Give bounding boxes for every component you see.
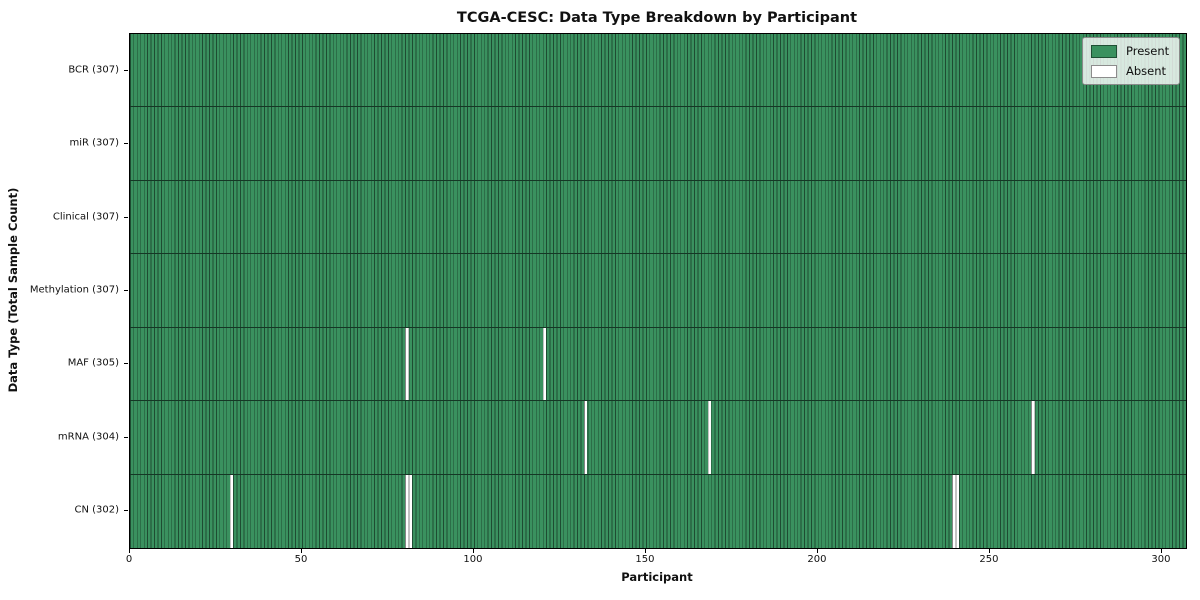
y-tick-mark bbox=[124, 290, 128, 291]
legend: Present Absent bbox=[1082, 37, 1181, 85]
y-axis-title: Data Type (Total Sample Count) bbox=[6, 187, 20, 393]
heatmap-row-miR bbox=[130, 107, 1186, 181]
absent-cell bbox=[952, 474, 956, 548]
x-tick-mark bbox=[1160, 548, 1162, 553]
x-tick-label: 150 bbox=[635, 554, 655, 565]
absent-cell bbox=[707, 401, 712, 474]
y-tick-mark bbox=[124, 510, 128, 512]
x-tick-label: 0 bbox=[125, 554, 133, 565]
heatmap-plot bbox=[129, 33, 1187, 549]
heatmap-row-BCR bbox=[130, 34, 1186, 108]
x-tick-label: 300 bbox=[1151, 554, 1171, 565]
x-tick-label: 100 bbox=[463, 554, 483, 565]
y-tick-label: Clinical (307) bbox=[52, 211, 119, 223]
y-tick-mark bbox=[124, 436, 128, 438]
y-tick-label: MAF (305) bbox=[67, 357, 119, 369]
legend-label-absent: Absent bbox=[1126, 64, 1167, 78]
x-tick-label: 50 bbox=[294, 554, 308, 565]
absent-cell bbox=[405, 474, 409, 548]
x-tick-mark bbox=[644, 548, 646, 553]
x-axis-title: Participant bbox=[621, 570, 693, 584]
x-tick-mark bbox=[129, 548, 130, 553]
y-tick-label: BCR (307) bbox=[68, 64, 119, 76]
y-tick-mark bbox=[124, 69, 128, 71]
heatmap-row-Clinical bbox=[130, 180, 1186, 255]
absent-cell bbox=[229, 474, 234, 548]
legend-label-present: Present bbox=[1126, 44, 1170, 58]
absent-cell bbox=[408, 474, 413, 548]
y-tick-label: Methylation (307) bbox=[29, 284, 119, 296]
legend-item-absent: Absent bbox=[1091, 64, 1169, 78]
present-swatch bbox=[1091, 44, 1117, 58]
absent-cell bbox=[955, 474, 959, 548]
heatmap-row-MAF bbox=[130, 327, 1186, 402]
absent-cell bbox=[1031, 401, 1035, 474]
y-tick-mark bbox=[124, 143, 128, 145]
heatmap-row-CN bbox=[130, 474, 1186, 549]
y-tick-mark bbox=[124, 363, 128, 365]
y-tick-label: mRNA (304) bbox=[57, 431, 119, 443]
x-tick-label: 200 bbox=[807, 554, 827, 565]
y-tick-label: miR (307) bbox=[69, 137, 119, 149]
heatmap-row-Methylation bbox=[130, 254, 1186, 328]
heatmap-row-mRNA bbox=[130, 401, 1186, 475]
x-tick-mark bbox=[988, 548, 990, 553]
chart-title: TCGA-CESC: Data Type Breakdown by Partic… bbox=[456, 10, 858, 26]
absent-cell bbox=[584, 401, 588, 474]
x-tick-mark bbox=[472, 548, 474, 553]
absent-swatch bbox=[1091, 64, 1117, 78]
legend-item-present: Present bbox=[1091, 44, 1169, 58]
x-tick-mark bbox=[300, 548, 302, 553]
absent-cell bbox=[405, 327, 409, 401]
x-tick-mark bbox=[816, 548, 818, 553]
y-tick-mark bbox=[124, 216, 128, 218]
absent-cell bbox=[542, 327, 547, 401]
y-tick-label: CN (302) bbox=[74, 504, 119, 516]
x-tick-label: 250 bbox=[979, 554, 999, 565]
